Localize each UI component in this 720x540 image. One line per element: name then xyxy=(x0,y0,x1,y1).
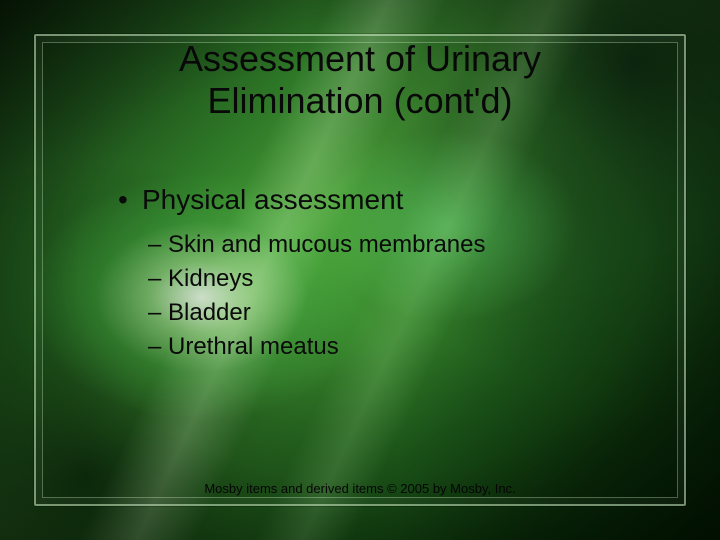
bullet-level2-item: Urethral meatus xyxy=(148,330,650,364)
footer-text: Mosby items and derived items © 2005 by … xyxy=(204,481,515,496)
bullet-level2-group: Skin and mucous membranes Kidneys Bladde… xyxy=(148,228,650,364)
bullet-level2-item: Kidneys xyxy=(148,262,650,296)
bullet-level2-text: Skin and mucous membranes xyxy=(168,231,485,258)
bullet-level2-text: Bladder xyxy=(168,299,251,326)
slide-title: Assessment of Urinary Elimination (cont'… xyxy=(0,38,720,123)
slide-footer: Mosby items and derived items © 2005 by … xyxy=(0,481,720,496)
bullet-level1: Physical assessment xyxy=(118,182,650,218)
slide-content: Assessment of Urinary Elimination (cont'… xyxy=(0,0,720,540)
bullet-level2-item: Skin and mucous membranes xyxy=(148,228,650,262)
title-line-1: Assessment of Urinary xyxy=(179,38,541,79)
bullet-level2-text: Urethral meatus xyxy=(168,333,339,360)
slide-body: Physical assessment Skin and mucous memb… xyxy=(118,182,650,364)
bullet-level2-item: Bladder xyxy=(148,296,650,330)
bullet-level2-text: Kidneys xyxy=(168,265,253,292)
slide-background: Assessment of Urinary Elimination (cont'… xyxy=(0,0,720,540)
bullet-level1-text: Physical assessment xyxy=(142,184,403,215)
title-line-2: Elimination (cont'd) xyxy=(208,80,513,121)
